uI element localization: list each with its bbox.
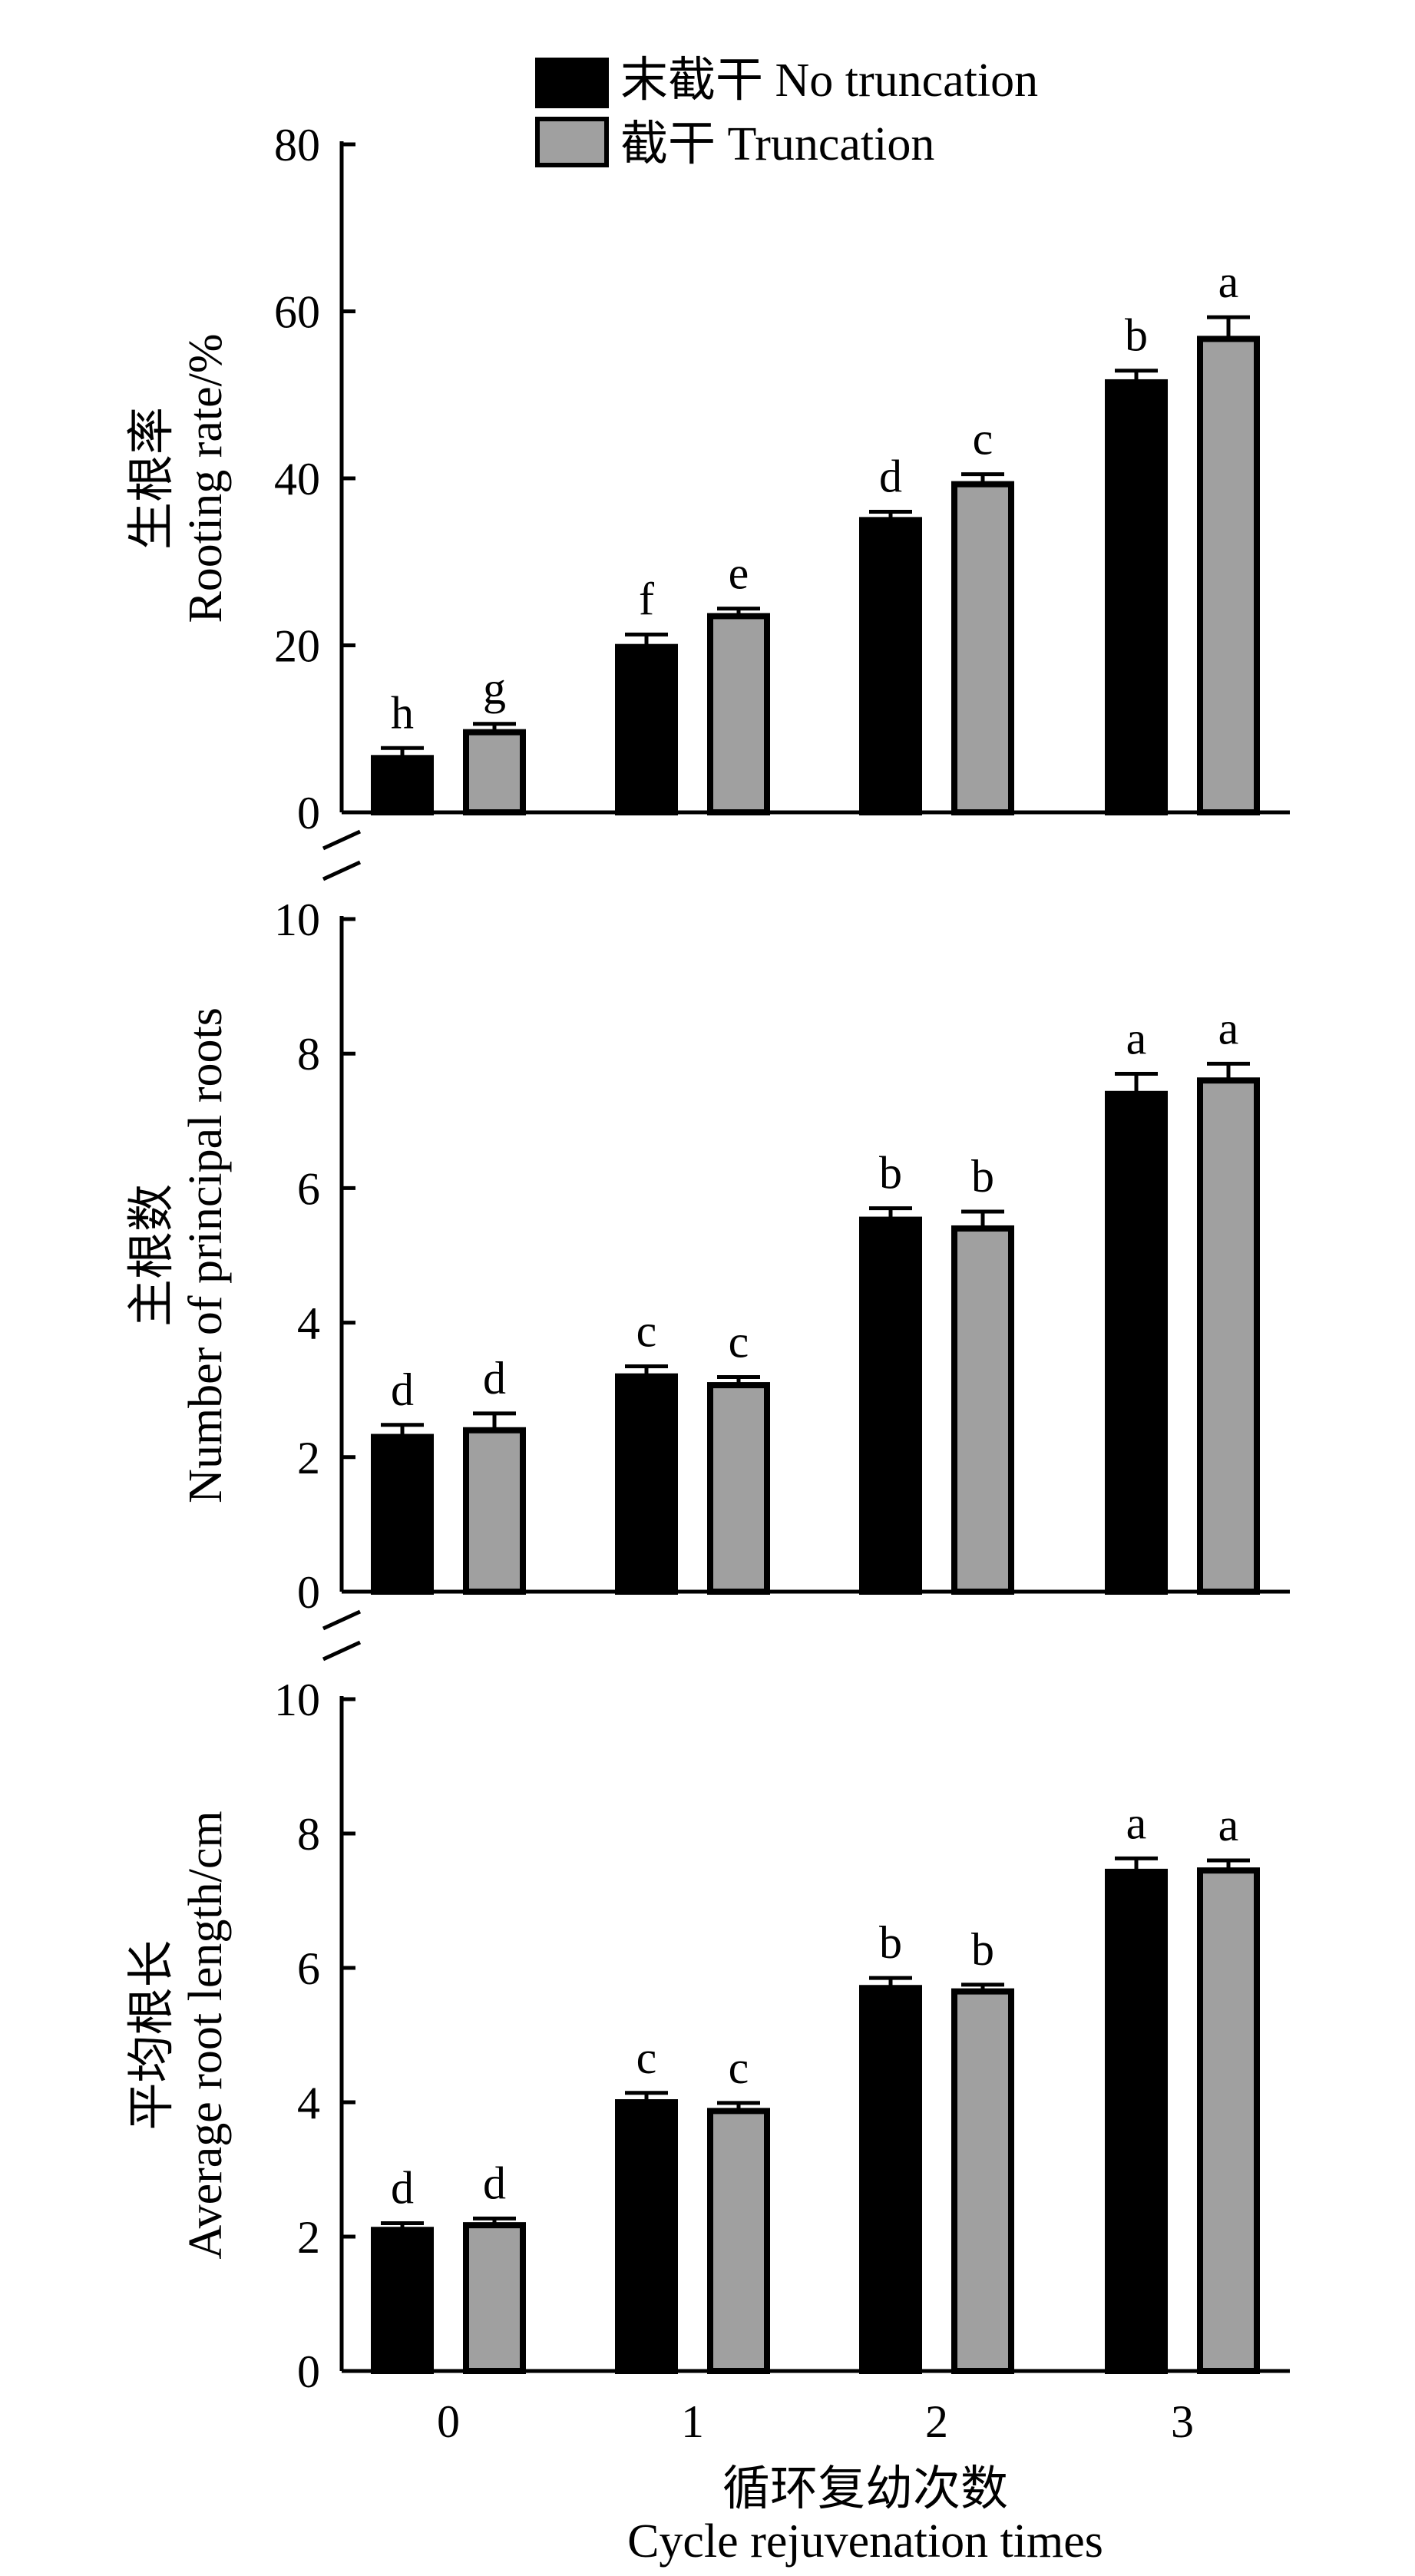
significance-letter-1-0-0: d: [391, 1364, 414, 1415]
significance-letter-0-0-0: h: [391, 687, 414, 738]
y-axis-label-zh-2: 平均根长: [126, 1939, 178, 2130]
bar-1-0-3: [1105, 1090, 1168, 1595]
legend-label-no-truncation: 末截干 No truncation: [620, 55, 1038, 107]
x-axis: 循环复幼次数 Cycle rejuvenation times: [627, 2463, 1103, 2568]
axis-break-slash-a-1: [322, 829, 362, 851]
bar-1-1-2: [951, 1225, 1014, 1595]
y-tick-label-1-3: 6: [297, 1163, 320, 1214]
significance-letter-2-0-1: c: [636, 2032, 657, 2083]
x-tick-label-1: 1: [681, 2396, 704, 2447]
bar-2-0-3: [1105, 1868, 1168, 2374]
legend: 末截干 No truncation 截干 Truncation: [535, 55, 1038, 170]
y-axis-label-zh-0: 生根率: [126, 407, 178, 550]
bar-2-1-0: [463, 2222, 526, 2374]
bar-2-1-1: [707, 2108, 770, 2374]
legend-label-truncation: 截干 Truncation: [620, 118, 934, 170]
bar-1-1-1: [707, 1382, 770, 1595]
y-tick-label-2-2: 4: [297, 2078, 320, 2128]
axis-break-slash-a-2: [322, 1609, 362, 1631]
y-tick-label-2-5: 10: [274, 1675, 320, 1725]
x-tick-label-2: 2: [925, 2396, 948, 2447]
significance-letter-1-0-2: b: [879, 1148, 902, 1199]
bar-2-1-2: [951, 1988, 1014, 2374]
bar-1-0-2: [859, 1216, 922, 1596]
bar-1-0-1: [615, 1373, 678, 1596]
bar-0-1-3: [1197, 336, 1260, 815]
y-axis-label-en-0: Rooting rate/%: [180, 333, 232, 623]
significance-letter-1-0-1: c: [636, 1306, 657, 1357]
bar-0-1-1: [707, 613, 770, 815]
y-tick-label-0-4: 80: [274, 120, 320, 170]
x-tick-label-3: 3: [1171, 2396, 1194, 2447]
bar-2-0-0: [371, 2227, 434, 2374]
significance-letter-1-1-2: b: [971, 1151, 994, 1202]
significance-letter-0-1-0: g: [483, 663, 506, 714]
significance-letter-0-0-1: f: [639, 574, 654, 624]
x-axis-label-en: Cycle rejuvenation times: [627, 2515, 1103, 2568]
bar-0-1-2: [951, 481, 1014, 815]
bar-0-1-0: [463, 729, 526, 815]
significance-letter-0-0-2: d: [879, 451, 902, 502]
y-axis-label-en-1: Number of principal roots: [180, 1007, 232, 1503]
y-tick-label-2-1: 2: [297, 2212, 320, 2263]
bar-2-0-1: [615, 2099, 678, 2374]
bar-1-1-0: [463, 1427, 526, 1596]
y-axis-label-zh-1: 主根数: [126, 1184, 178, 1327]
axis-break-slash-b-2: [322, 1640, 362, 1662]
y-tick-label-1-4: 8: [297, 1029, 320, 1080]
significance-letter-2-0-2: b: [879, 1917, 902, 1968]
significance-letter-2-1-2: b: [971, 1924, 994, 1975]
significance-letter-2-1-1: c: [729, 2042, 749, 2093]
x-tick-label-0: 0: [437, 2396, 460, 2447]
y-tick-label-2-0: 0: [297, 2346, 320, 2397]
bar-2-1-3: [1197, 1867, 1260, 2374]
y-tick-label-1-1: 2: [297, 1433, 320, 1483]
bar-0-0-3: [1105, 379, 1168, 815]
bar-0-0-0: [371, 755, 434, 815]
x-axis-label-zh: 循环复幼次数: [722, 2463, 1008, 2515]
bar-1-1-3: [1197, 1077, 1260, 1595]
significance-letter-1-1-3: a: [1218, 1003, 1239, 1053]
significance-letter-2-1-0: d: [483, 2158, 506, 2208]
significance-letter-1-1-1: c: [729, 1317, 749, 1367]
significance-letter-0-1-2: c: [973, 414, 993, 465]
y-tick-label-2-4: 8: [297, 1809, 320, 1860]
legend-swatch-no-truncation: [535, 58, 609, 108]
y-tick-label-0-2: 40: [274, 454, 320, 504]
y-tick-label-2-3: 6: [297, 1943, 320, 1994]
y-tick-label-0-3: 60: [274, 287, 320, 338]
significance-letter-2-0-0: d: [391, 2163, 414, 2214]
y-tick-label-1-2: 4: [297, 1298, 320, 1349]
significance-letter-2-0-3: a: [1126, 1797, 1147, 1848]
significance-letter-1-0-3: a: [1126, 1013, 1147, 1063]
y-axis-label-en-2: Average root length/cm: [180, 1810, 232, 2259]
bar-1-0-0: [371, 1433, 434, 1596]
y-tick-label-0-1: 20: [274, 621, 320, 672]
y-tick-label-0-0: 0: [297, 788, 320, 838]
legend-swatch-truncation: [535, 117, 609, 167]
significance-letter-2-1-3: a: [1218, 1800, 1239, 1850]
significance-letter-0-1-1: e: [729, 548, 749, 599]
y-tick-label-1-5: 10: [274, 894, 320, 945]
y-tick-label-1-0: 0: [297, 1567, 320, 1618]
bar-0-0-1: [615, 643, 678, 815]
axis-break-slash-b-1: [322, 860, 362, 881]
bar-0-0-2: [859, 517, 922, 815]
significance-letter-0-1-3: a: [1218, 256, 1239, 307]
significance-letter-1-1-0: d: [483, 1353, 506, 1404]
significance-letter-0-0-3: b: [1125, 310, 1148, 361]
bar-2-0-2: [859, 1985, 922, 2374]
